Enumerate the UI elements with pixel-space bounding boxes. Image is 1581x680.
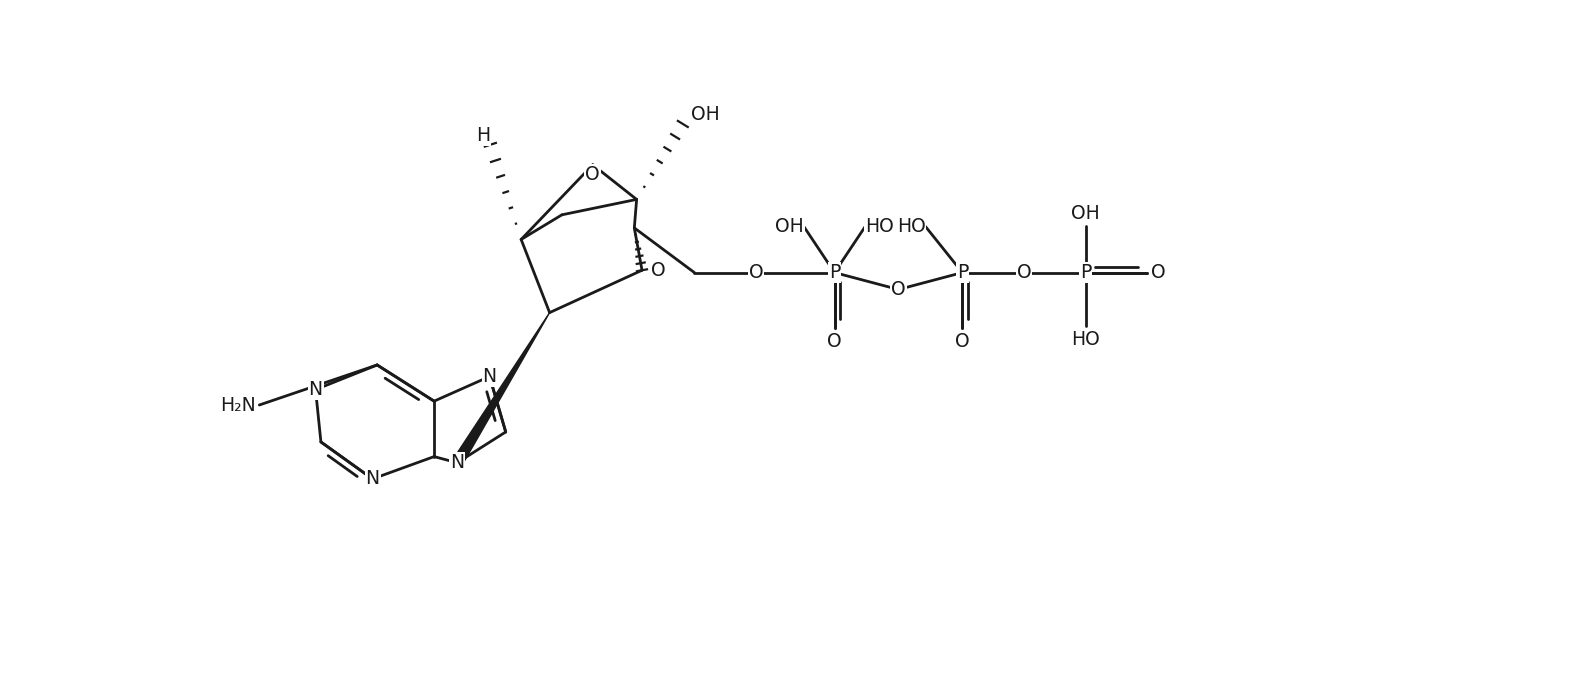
- Text: P: P: [828, 263, 840, 282]
- Text: O: O: [1017, 263, 1031, 282]
- Text: N: N: [365, 469, 379, 488]
- Text: H: H: [476, 126, 490, 145]
- Text: O: O: [892, 280, 906, 299]
- Text: OH: OH: [775, 217, 803, 236]
- Text: P: P: [1080, 263, 1091, 282]
- Polygon shape: [452, 313, 550, 466]
- Text: HO: HO: [1072, 330, 1100, 350]
- Text: O: O: [827, 332, 841, 351]
- Text: H₂N: H₂N: [220, 396, 256, 415]
- Text: N: N: [482, 367, 496, 386]
- Text: HO: HO: [896, 217, 925, 236]
- Text: O: O: [651, 260, 666, 279]
- Text: P: P: [957, 263, 968, 282]
- Text: OH: OH: [1072, 203, 1100, 222]
- Text: N: N: [308, 380, 323, 399]
- Text: HO: HO: [865, 217, 895, 236]
- Text: O: O: [749, 263, 764, 282]
- Text: O: O: [1151, 263, 1165, 282]
- Text: N: N: [451, 454, 465, 472]
- Text: OH: OH: [691, 105, 719, 124]
- Text: O: O: [585, 165, 601, 184]
- Text: O: O: [955, 332, 969, 351]
